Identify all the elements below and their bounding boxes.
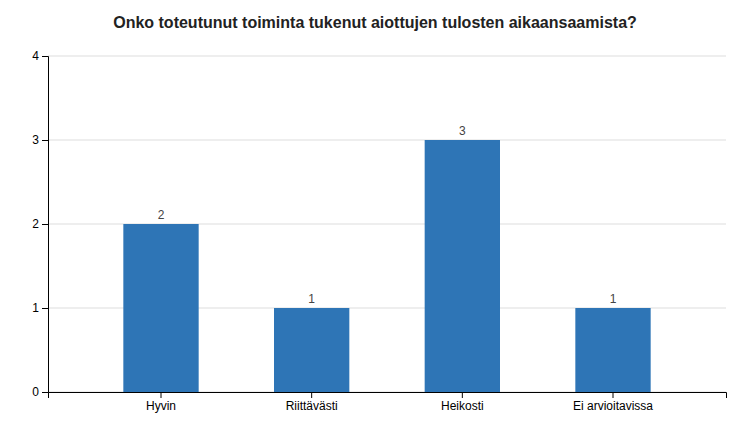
x-tick: Ei arvioitavissa <box>573 392 653 413</box>
chart-title: Onko toteutunut toiminta tukenut aiottuj… <box>113 14 637 31</box>
y-tick-mark <box>42 308 48 309</box>
chart-container: Onko toteutunut toiminta tukenut aiottuj… <box>0 0 750 436</box>
y-tick-mark <box>42 56 48 57</box>
data-label: 2 <box>158 208 165 222</box>
y-axis-line <box>42 57 49 393</box>
bar <box>575 308 650 392</box>
y-tick-mark <box>42 140 48 141</box>
grid-line <box>48 56 726 57</box>
y-tick-label: 3 <box>32 133 39 147</box>
data-labels: 2 1 3 1 <box>158 124 617 306</box>
data-label: 1 <box>610 292 617 306</box>
x-tick-mark <box>311 392 312 398</box>
y-tick: 3 <box>32 133 48 147</box>
x-tick-mark <box>462 392 463 398</box>
x-tick-label: Hyvin <box>146 399 176 413</box>
y-tick: 2 <box>32 217 48 231</box>
y-tick-mark <box>42 224 48 225</box>
bar <box>425 140 500 392</box>
x-axis-line <box>49 393 727 399</box>
x-tick-label: Riittävästi <box>286 399 338 413</box>
x-axis: Hyvin Riittävästi Heikosti Ei arvioitavissa <box>49 392 727 413</box>
x-tick: Heikosti <box>441 392 484 413</box>
y-tick-label: 2 <box>32 217 39 231</box>
y-tick: 4 <box>32 49 48 63</box>
x-tick: Riittävästi <box>286 392 338 413</box>
y-axis: 0 1 2 3 4 <box>32 49 48 399</box>
bar <box>123 224 198 392</box>
y-tick: 1 <box>32 301 48 315</box>
bars <box>123 140 650 392</box>
y-tick-label: 4 <box>32 49 39 63</box>
grid-line <box>48 140 726 141</box>
x-tick: Hyvin <box>146 392 176 413</box>
x-tick-label: Heikosti <box>441 399 484 413</box>
chart-svg: Onko toteutunut toiminta tukenut aiottuj… <box>0 0 750 436</box>
y-tick-label: 1 <box>32 301 39 315</box>
x-tick-mark <box>161 392 162 398</box>
bar <box>274 308 349 392</box>
data-label: 1 <box>308 292 315 306</box>
y-tick-label: 0 <box>32 385 39 399</box>
x-tick-mark <box>613 392 614 398</box>
y-tick: 0 <box>32 385 48 399</box>
y-tick-mark <box>42 392 48 393</box>
grid <box>48 56 726 392</box>
data-label: 3 <box>459 124 466 138</box>
x-tick-label: Ei arvioitavissa <box>573 399 653 413</box>
plot-area: 0 1 2 3 4 Hyvin Riittävästi Heikosti Ei arvioita… <box>32 49 726 412</box>
